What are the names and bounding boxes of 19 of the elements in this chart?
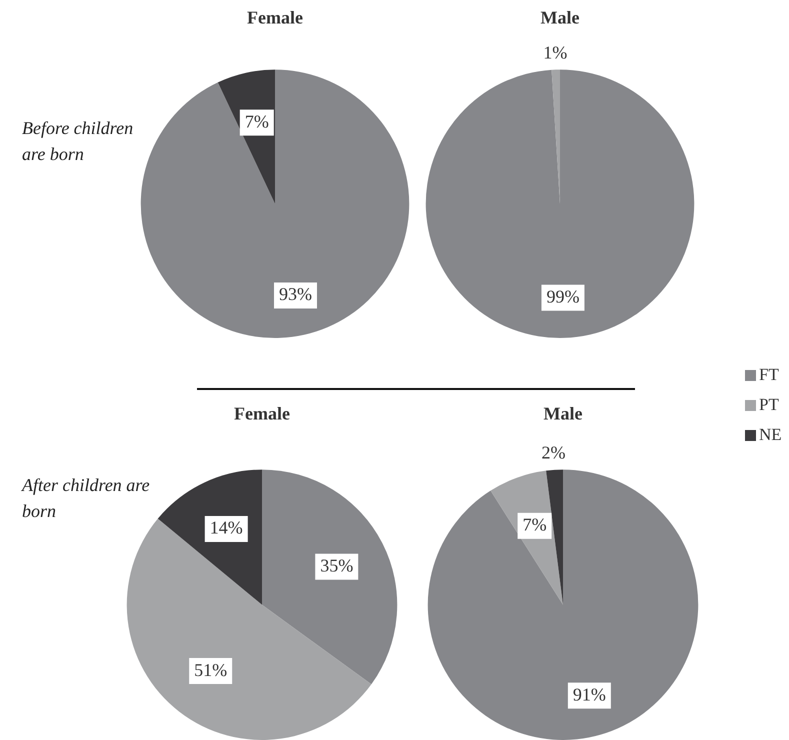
data-label: 35%: [320, 555, 354, 576]
data-label: 1%: [543, 42, 568, 62]
data-label: 51%: [194, 660, 228, 680]
data-label: 91%: [572, 684, 606, 704]
legend-label: FT: [759, 365, 779, 385]
legend-label: NE: [759, 425, 782, 445]
data-label: 7%: [522, 514, 547, 535]
data-label: 93%: [278, 284, 312, 304]
text: Before children are born: [22, 117, 134, 166]
chart-title: Female: [247, 7, 303, 28]
chart-title: Female: [234, 403, 290, 424]
data-label: 2%: [542, 442, 566, 463]
data-label: 7%: [244, 111, 269, 132]
text: After children are born: [22, 474, 151, 523]
chart-title: Male: [540, 7, 580, 28]
legend-label: PT: [759, 395, 779, 415]
chart-title: Male: [544, 403, 582, 424]
data-label: 99%: [546, 286, 580, 306]
data-label: 14%: [210, 518, 243, 538]
